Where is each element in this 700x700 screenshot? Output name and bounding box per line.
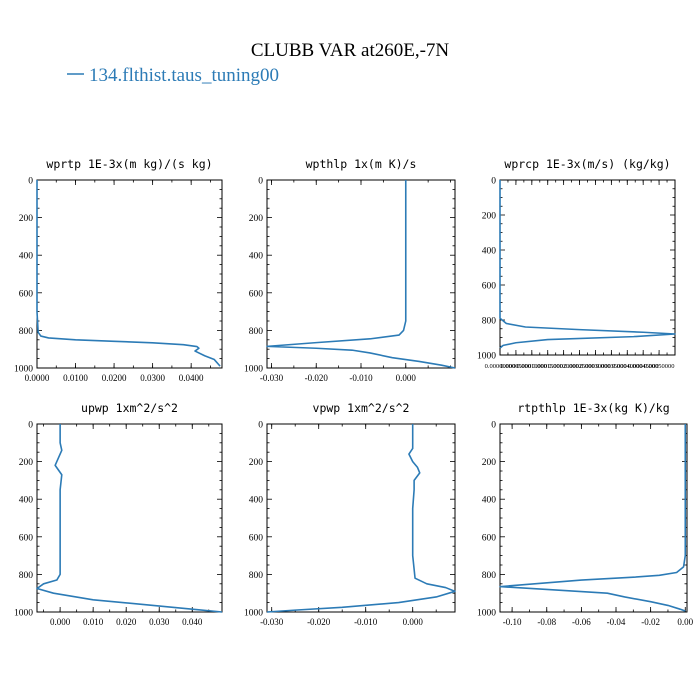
y-tick-label: 1000 bbox=[477, 609, 496, 619]
x-tick-label: 0.00015000 bbox=[532, 363, 563, 370]
x-tick-label: 0.000 bbox=[403, 617, 424, 627]
x-tick-label: 0.000 bbox=[396, 373, 417, 383]
y-tick-label: 0 bbox=[258, 421, 263, 431]
y-tick-label: 0 bbox=[28, 177, 33, 187]
series-line bbox=[266, 424, 456, 613]
x-tick-label: -0.030 bbox=[260, 373, 284, 383]
series-line bbox=[36, 424, 223, 613]
x-tick-label: 0.00030000 bbox=[580, 363, 611, 370]
x-tick-label: 0.040 bbox=[182, 617, 203, 627]
x-tick-label: 0.0400 bbox=[179, 373, 204, 383]
y-tick-label: 400 bbox=[249, 252, 264, 262]
chart-panel-1: wprtp 1E-3x(m kg)/(s kg) 0 200 400 600 800 100… bbox=[14, 157, 223, 383]
legend-label: 134.flthist.taus_tuning00 bbox=[89, 65, 279, 86]
y-tick-label: 800 bbox=[249, 571, 264, 581]
y-tick-label: 200 bbox=[249, 458, 264, 468]
y-tick-label: 600 bbox=[19, 289, 34, 299]
x-tick-label: 0.030 bbox=[149, 617, 170, 627]
x-tick-label: 0.00020000 bbox=[548, 363, 579, 370]
y-tick-label: 200 bbox=[482, 212, 497, 222]
y-tick-label: 800 bbox=[19, 571, 34, 581]
x-tick-label: 0.00 bbox=[677, 617, 693, 627]
x-tick-label: -0.020 bbox=[307, 617, 331, 627]
y-tick-label: 400 bbox=[19, 496, 34, 506]
x-tick-label: -0.010 bbox=[349, 373, 373, 383]
x-tick-label: -0.06 bbox=[572, 617, 591, 627]
x-tick-label: 0.00025000 bbox=[564, 363, 595, 370]
panel-title: upwp 1xm^2/s^2 bbox=[81, 401, 178, 415]
x-tick-label: 0.00035000 bbox=[596, 363, 627, 370]
plot-frame bbox=[36, 423, 223, 613]
chart-panel-2: wpthlp 1x(m K)/s 0 200 400 600 800 1000-0.030 -… bbox=[244, 157, 456, 383]
y-tick-label: 400 bbox=[249, 496, 264, 506]
y-tick-label: 200 bbox=[482, 458, 497, 468]
panel-title: rtpthlp 1E-3x(kg K)/kg bbox=[517, 401, 669, 415]
x-tick-label: 0.020 bbox=[116, 617, 137, 627]
y-tick-label: 600 bbox=[249, 533, 264, 543]
chart-panel-4: upwp 1xm^2/s^2 0 200 400 600 800 1000 0.000 0.01… bbox=[14, 401, 223, 627]
x-tick-label: 0.00005000 bbox=[500, 363, 531, 370]
x-tick-label: 0.00045000 bbox=[628, 363, 659, 370]
panel-title: wpthlp 1x(m K)/s bbox=[306, 157, 417, 171]
x-tick-label: -0.020 bbox=[305, 373, 329, 383]
series-line bbox=[266, 180, 456, 369]
y-tick-label: 1000 bbox=[244, 609, 263, 619]
y-tick-label: 1000 bbox=[14, 609, 33, 619]
y-tick-label: 800 bbox=[19, 327, 34, 337]
x-tick-label: -0.02 bbox=[641, 617, 660, 627]
x-tick-label: 0.00010000 bbox=[516, 363, 547, 370]
x-tick-label: -0.08 bbox=[537, 617, 556, 627]
y-tick-label: 800 bbox=[249, 327, 264, 337]
x-tick-label: 0.010 bbox=[83, 617, 104, 627]
y-tick-label: 200 bbox=[19, 214, 34, 224]
y-tick-label: 1000 bbox=[477, 352, 496, 362]
y-tick-label: 1000 bbox=[14, 365, 33, 375]
y-tick-label: 200 bbox=[249, 214, 264, 224]
x-tick-label: -0.10 bbox=[503, 617, 522, 627]
x-tick-label: -0.04 bbox=[607, 617, 626, 627]
x-tick-label: 0.0100 bbox=[63, 373, 88, 383]
y-tick-label: 600 bbox=[482, 533, 497, 543]
series-line bbox=[499, 180, 676, 349]
y-tick-label: 600 bbox=[482, 282, 497, 292]
x-tick-label: 0.000 bbox=[50, 617, 71, 627]
x-tick-label: 0.0300 bbox=[140, 373, 165, 383]
y-tick-label: 400 bbox=[19, 252, 34, 262]
y-tick-label: 400 bbox=[482, 496, 497, 506]
panel-title: vpwp 1xm^2/s^2 bbox=[313, 401, 410, 415]
y-tick-label: 0 bbox=[491, 177, 496, 187]
figure-title: CLUBB VAR at260E,-7N bbox=[251, 40, 450, 61]
y-tick-label: 200 bbox=[19, 458, 34, 468]
y-tick-label: 400 bbox=[482, 247, 497, 257]
legend: 134.flthist.taus_tuning00 bbox=[67, 65, 279, 86]
y-tick-label: 800 bbox=[482, 571, 497, 581]
x-tick-label: 0.0000 bbox=[25, 373, 50, 383]
x-tick-label: -0.030 bbox=[260, 617, 284, 627]
chart-panel-5: vpwp 1xm^2/s^2 0 200 400 600 800 1000-0.030 -0.… bbox=[244, 401, 456, 627]
x-tick-label: 0.0200 bbox=[102, 373, 127, 383]
panels: wprtp 1E-3x(m kg)/(s kg) 0 200 400 600 800 100… bbox=[14, 157, 694, 627]
x-tick-label: 0.00050000 bbox=[644, 363, 675, 370]
panel-title: wprcp 1E-3x(m/s) (kg/kg) bbox=[504, 157, 670, 171]
y-tick-label: 800 bbox=[482, 317, 497, 327]
y-tick-label: 600 bbox=[249, 289, 264, 299]
x-tick-label: -0.010 bbox=[354, 617, 378, 627]
y-tick-label: 1000 bbox=[244, 365, 263, 375]
panel-title: wprtp 1E-3x(m kg)/(s kg) bbox=[46, 157, 212, 171]
chart-panel-3: wprcp 1E-3x(m/s) (kg/kg) 0 200 400 600 800 100… bbox=[477, 157, 676, 370]
plot-frame bbox=[499, 179, 676, 356]
x-tick-label: 0.00000000 bbox=[485, 363, 516, 370]
y-tick-label: 600 bbox=[19, 533, 34, 543]
x-tick-label: 0.00040000 bbox=[612, 363, 643, 370]
series-line bbox=[499, 424, 687, 612]
series-line bbox=[36, 180, 221, 367]
y-tick-label: 0 bbox=[491, 421, 496, 431]
chart-panel-6: rtpthlp 1E-3x(kg K)/kg02004006008001000-… bbox=[477, 401, 694, 627]
y-tick-label: 0 bbox=[258, 177, 263, 187]
y-tick-label: 0 bbox=[28, 421, 33, 431]
